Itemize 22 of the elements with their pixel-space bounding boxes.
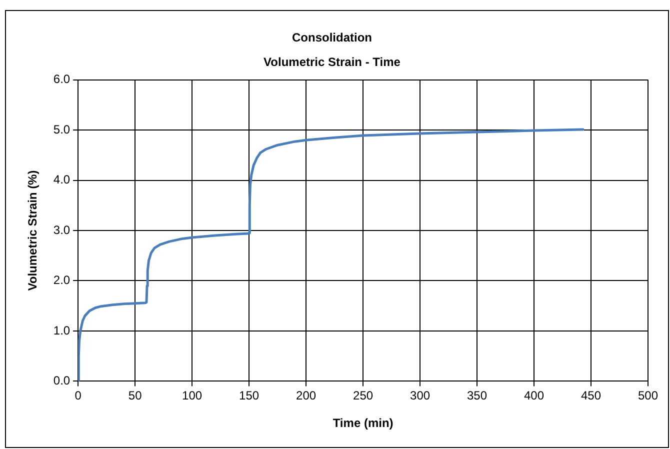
y-axis-title: Volumetric Strain (%) [26, 170, 40, 291]
x-tick-label: 300 [410, 388, 430, 403]
chart-subtitle: Volumetric Strain - Time [264, 54, 401, 69]
x-tick-label: 500 [638, 388, 658, 403]
x-tick-label: 350 [467, 388, 488, 403]
chart-title: Consolidation [292, 30, 372, 45]
y-tick-label: 4.0 [53, 172, 70, 187]
y-tick-label: 1.0 [53, 323, 70, 338]
y-tick-label: 0.0 [53, 374, 70, 388]
x-tick-label: 400 [524, 388, 544, 403]
x-tick-label: 250 [353, 388, 374, 403]
x-tick-label: 50 [128, 388, 142, 403]
x-axis-title: Time (min) [332, 416, 394, 430]
x-tick-label: 0 [74, 388, 82, 403]
x-tick-label: 150 [239, 388, 260, 403]
x-tick-label: 450 [580, 388, 602, 403]
y-tick-label: 2.0 [53, 273, 70, 288]
y-tick-label: 5.0 [53, 122, 70, 136]
y-tick-label: 3.0 [53, 222, 70, 237]
y-tick-label: 6.0 [53, 72, 70, 86]
x-tick-label: 100 [182, 388, 202, 403]
x-tick-label: 200 [296, 388, 316, 403]
